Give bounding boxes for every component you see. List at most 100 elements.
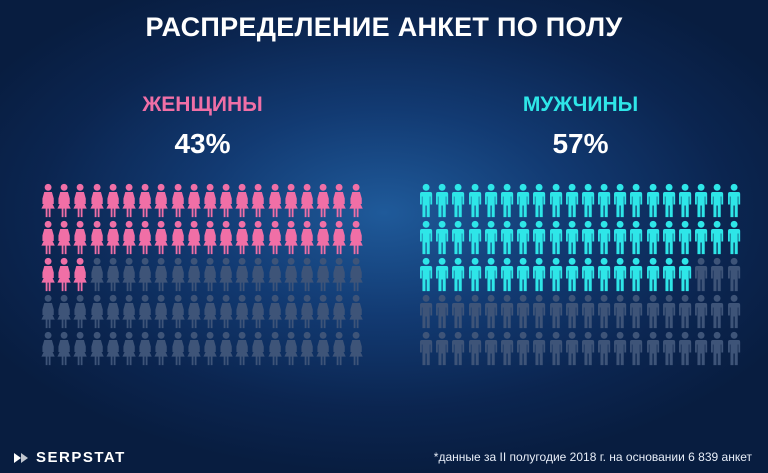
woman-icon-filled (138, 183, 152, 218)
woman-icon-filled (106, 183, 120, 218)
woman-icon-empty (203, 257, 217, 292)
man-icon-empty (679, 294, 692, 329)
woman-icon-filled (106, 220, 120, 255)
woman-icon-empty (187, 294, 201, 329)
man-icon-filled (679, 183, 692, 218)
woman-icon-empty (170, 294, 185, 329)
man-icon-filled (420, 183, 433, 218)
man-icon-filled (581, 220, 595, 255)
man-icon-filled (565, 257, 578, 292)
woman-icon-filled (268, 220, 282, 255)
man-icon-empty (533, 294, 546, 329)
woman-icon-empty (154, 331, 169, 366)
man-icon-filled (484, 220, 497, 255)
woman-icon-filled (57, 257, 71, 292)
man-icon-empty (630, 294, 643, 329)
woman-icon-filled (219, 220, 233, 255)
woman-icon-filled (41, 183, 55, 218)
man-icon-filled (517, 257, 530, 292)
woman-icon-filled (251, 183, 266, 218)
man-icon-empty (484, 331, 497, 366)
woman-icon-filled (268, 183, 282, 218)
men-icon-grid (418, 183, 743, 368)
woman-icon-filled (122, 220, 136, 255)
woman-icon-empty (284, 331, 298, 366)
serpstat-logo: SERPSTAT (12, 449, 126, 466)
man-icon-empty (598, 294, 611, 329)
woman-icon-empty (268, 257, 282, 292)
woman-icon-filled (251, 220, 266, 255)
man-icon-filled (533, 220, 546, 255)
woman-icon-empty (106, 294, 120, 329)
man-icon-filled (549, 220, 562, 255)
woman-icon-filled (57, 220, 71, 255)
man-icon-filled (598, 257, 611, 292)
woman-icon-empty (89, 257, 104, 292)
man-icon-filled (436, 220, 449, 255)
woman-icon-empty (122, 257, 136, 292)
man-icon-filled (598, 183, 611, 218)
woman-icon-filled (284, 183, 298, 218)
women-panel: ЖЕНЩИНЫ 43% (40, 0, 365, 400)
woman-icon-empty (89, 294, 104, 329)
man-icon-empty (565, 294, 578, 329)
woman-icon-empty (300, 257, 314, 292)
woman-icon-empty (235, 294, 250, 329)
man-icon-filled (630, 257, 643, 292)
man-icon-filled (468, 183, 481, 218)
man-icon-filled (614, 183, 627, 218)
man-icon-filled (436, 183, 449, 218)
woman-icon-empty (203, 294, 217, 329)
woman-icon-empty (170, 257, 185, 292)
man-icon-empty (436, 331, 449, 366)
man-icon-filled (695, 183, 708, 218)
woman-icon-empty (284, 257, 298, 292)
man-icon-empty (468, 331, 481, 366)
woman-icon-empty (138, 257, 152, 292)
woman-icon-empty (251, 257, 266, 292)
woman-icon-filled (203, 220, 217, 255)
man-icon-filled (452, 220, 465, 255)
man-icon-filled (630, 220, 643, 255)
woman-icon-filled (348, 183, 363, 218)
man-icon-filled (533, 183, 546, 218)
woman-icon-empty (154, 294, 169, 329)
man-icon-empty (662, 331, 675, 366)
woman-icon-empty (106, 257, 120, 292)
man-icon-empty (436, 294, 449, 329)
woman-icon-empty (89, 331, 104, 366)
man-icon-empty (500, 331, 514, 366)
man-icon-filled (500, 183, 514, 218)
woman-icon-empty (57, 294, 71, 329)
woman-icon-filled (73, 257, 88, 292)
woman-icon-empty (73, 331, 88, 366)
woman-icon-filled (316, 220, 330, 255)
woman-icon-filled (154, 183, 169, 218)
man-icon-filled (436, 257, 449, 292)
woman-icon-filled (187, 220, 201, 255)
woman-icon-empty (348, 331, 363, 366)
man-icon-filled (614, 257, 627, 292)
man-icon-filled (679, 220, 692, 255)
man-icon-empty (452, 331, 465, 366)
man-icon-empty (420, 294, 433, 329)
woman-icon-filled (348, 220, 363, 255)
man-icon-empty (679, 331, 692, 366)
man-icon-empty (517, 294, 530, 329)
man-icon-empty (727, 294, 740, 329)
man-icon-empty (711, 257, 724, 292)
women-icon-grid (40, 183, 365, 368)
man-icon-filled (549, 257, 562, 292)
man-icon-filled (517, 220, 530, 255)
woman-icon-empty (332, 331, 347, 366)
man-icon-filled (581, 183, 595, 218)
man-icon-empty (517, 331, 530, 366)
woman-icon-empty (122, 294, 136, 329)
woman-icon-filled (300, 183, 314, 218)
woman-icon-empty (268, 294, 282, 329)
man-icon-empty (695, 257, 708, 292)
woman-icon-filled (300, 220, 314, 255)
woman-icon-filled (235, 220, 250, 255)
man-icon-filled (695, 220, 708, 255)
man-icon-filled (598, 220, 611, 255)
